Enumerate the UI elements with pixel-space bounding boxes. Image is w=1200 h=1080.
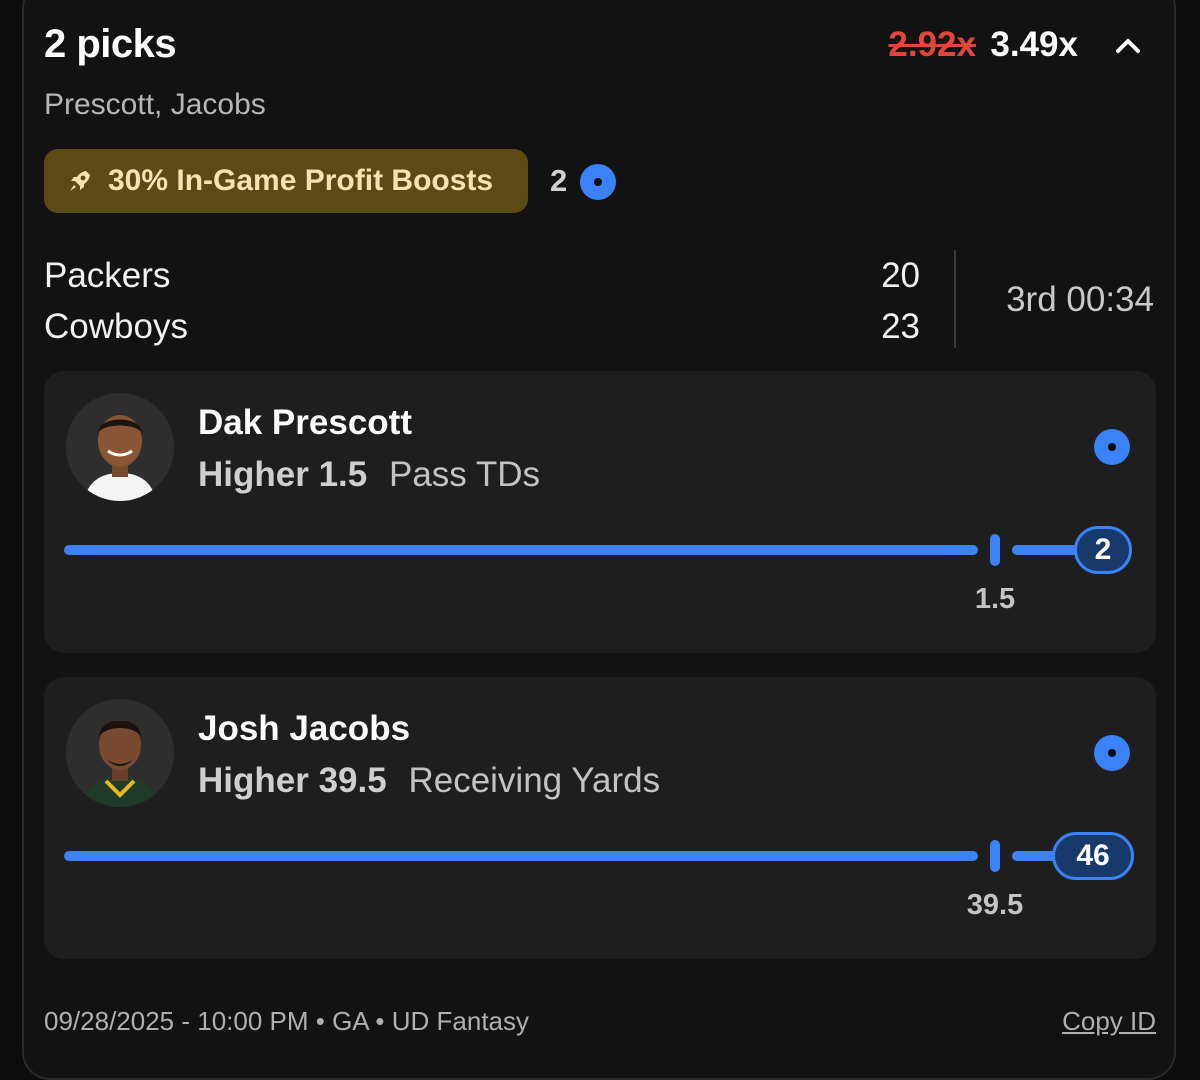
current-value-badge: 2	[1074, 526, 1132, 574]
player-avatar	[66, 393, 174, 501]
progress-bar-overflow	[1012, 545, 1078, 555]
pick-direction: Higher	[198, 455, 309, 494]
pick-direction: Higher	[198, 761, 309, 800]
line-marker-label: 1.5	[974, 583, 1016, 615]
boost-token-icon	[580, 164, 616, 200]
progress-bar-overflow	[1012, 851, 1060, 861]
pick-card[interactable]: Josh Jacobs Higher 39.5 Receiving Yards …	[44, 677, 1156, 959]
entry-meta: 09/28/2025 - 10:00 PM • GA • UD Fantasy	[44, 1006, 530, 1036]
profit-boost-label: 30% In-Game Profit Boosts	[108, 164, 494, 197]
pick-line-value: 39.5	[318, 761, 387, 800]
player-name: Dak Prescott	[198, 403, 412, 442]
pick-line-value: 1.5	[318, 455, 368, 494]
pick-line: Higher 1.5 Pass TDs	[198, 455, 540, 495]
divider	[954, 250, 956, 348]
rocket-icon	[70, 171, 90, 191]
pick-status-icon	[1094, 429, 1130, 465]
team-score: 20	[881, 256, 920, 295]
pick-line: Higher 39.5 Receiving Yards	[198, 761, 660, 801]
line-marker	[990, 840, 1000, 872]
current-value-badge: 46	[1052, 832, 1134, 880]
chevron-up-icon[interactable]	[1112, 30, 1144, 62]
game-clock: 3rd 00:34	[1006, 280, 1154, 319]
boost-count: 2	[550, 163, 568, 198]
old-multiplier: 2.92x	[888, 25, 976, 64]
team-name: Cowboys	[44, 307, 188, 346]
profit-boost-pill[interactable]: 30% In-Game Profit Boosts	[44, 149, 528, 213]
team-name: Packers	[44, 256, 171, 295]
progress-bar	[64, 545, 978, 555]
line-marker-label: 39.5	[966, 889, 1024, 921]
pick-status-icon	[1094, 735, 1130, 771]
boosted-multiplier: 3.49x	[990, 25, 1078, 64]
progress-bar	[64, 851, 978, 861]
pick-stat: Pass TDs	[388, 455, 541, 494]
player-avatar	[66, 699, 174, 807]
entry-players: Prescott, Jacobs	[44, 88, 266, 121]
pick-stat: Receiving Yards	[408, 761, 661, 800]
pick-card[interactable]: Dak Prescott Higher 1.5 Pass TDs 2 1.5	[44, 371, 1156, 653]
line-marker	[990, 534, 1000, 566]
copy-id-link[interactable]: Copy ID	[1062, 1006, 1156, 1036]
team-score: 23	[881, 307, 920, 346]
player-name: Josh Jacobs	[198, 709, 411, 748]
entry-title: 2 picks	[44, 22, 177, 66]
